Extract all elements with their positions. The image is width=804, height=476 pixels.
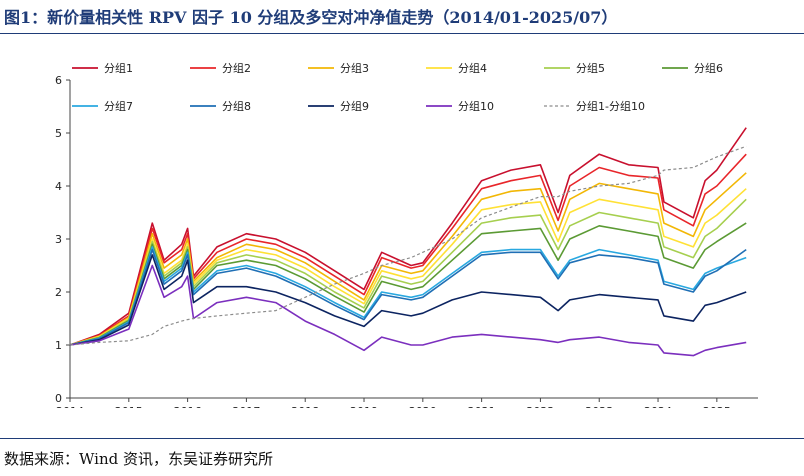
- legend: 分组1 分组2 分组3 分组4 分组5 分组6 分组7 分组8 分组9 分组10 分组1-分组10: [72, 61, 723, 113]
- series-line-2: [69, 153, 747, 346]
- series-lines: [69, 127, 747, 357]
- x-tick-label: 2024: [644, 405, 672, 408]
- y-tick-label: 5: [55, 127, 62, 140]
- x-tick-label: 2025: [703, 405, 731, 408]
- x-tick-label: 2019: [350, 405, 378, 408]
- series-line-11: [69, 145, 747, 346]
- legend-label: 分组6: [694, 61, 723, 75]
- y-tick-label: 3: [55, 233, 62, 246]
- x-tick-label: 2020: [409, 405, 437, 408]
- y-tick-label: 2: [55, 286, 62, 299]
- figure-title: 图1：新价量相关性 RPV 因子 10 分组及多空对冲净值走势（2014/01-…: [4, 8, 618, 27]
- line-chart: 0 1 2 3 4 5 6 2014 2015 2016 2017 2018 2019 2020 2021 2…: [55, 61, 758, 408]
- series-line-10: [69, 264, 747, 357]
- y-tick-label: 1: [55, 339, 62, 352]
- series-line-3: [69, 172, 747, 346]
- y-tick-label: 6: [55, 74, 62, 87]
- source-note: 数据来源：Wind 资讯，东吴证券研究所: [4, 450, 273, 468]
- series-line-9: [69, 254, 747, 346]
- series-line-7: [69, 246, 747, 346]
- legend-label: 分组5: [576, 61, 605, 75]
- title-divider: [0, 33, 804, 34]
- series-line-6: [69, 222, 747, 346]
- y-tick-label: 4: [55, 180, 62, 193]
- x-tick-label: 2015: [115, 405, 143, 408]
- source-divider: [0, 438, 804, 439]
- legend-label: 分组1-分组10: [576, 99, 645, 113]
- x-tick-label: 2014: [56, 405, 84, 408]
- x-tick-label: 2023: [585, 405, 613, 408]
- legend-label: 分组9: [340, 99, 369, 113]
- x-tick-label: 2017: [232, 405, 260, 408]
- legend-label: 分组3: [340, 61, 369, 75]
- legend-label: 分组7: [104, 99, 133, 113]
- series-line-1: [69, 127, 747, 346]
- legend-label: 分组1: [104, 61, 133, 75]
- series-line-5: [69, 198, 747, 346]
- series-line-8: [69, 248, 747, 346]
- y-tick-label: 0: [55, 392, 62, 405]
- axes: 0 1 2 3 4 5 6 2014 2015 2016 2017 2018 2019 2020 2021 2…: [55, 74, 758, 408]
- series-line-4: [69, 188, 747, 346]
- legend-label: 分组4: [458, 61, 487, 75]
- legend-label: 分组2: [222, 61, 251, 75]
- legend-label: 分组8: [222, 99, 251, 113]
- x-tick-label: 2021: [468, 405, 496, 408]
- x-tick-label: 2016: [174, 405, 202, 408]
- x-tick-label: 2022: [526, 405, 554, 408]
- x-tick-label: 2018: [291, 405, 319, 408]
- legend-label: 分组10: [458, 99, 494, 113]
